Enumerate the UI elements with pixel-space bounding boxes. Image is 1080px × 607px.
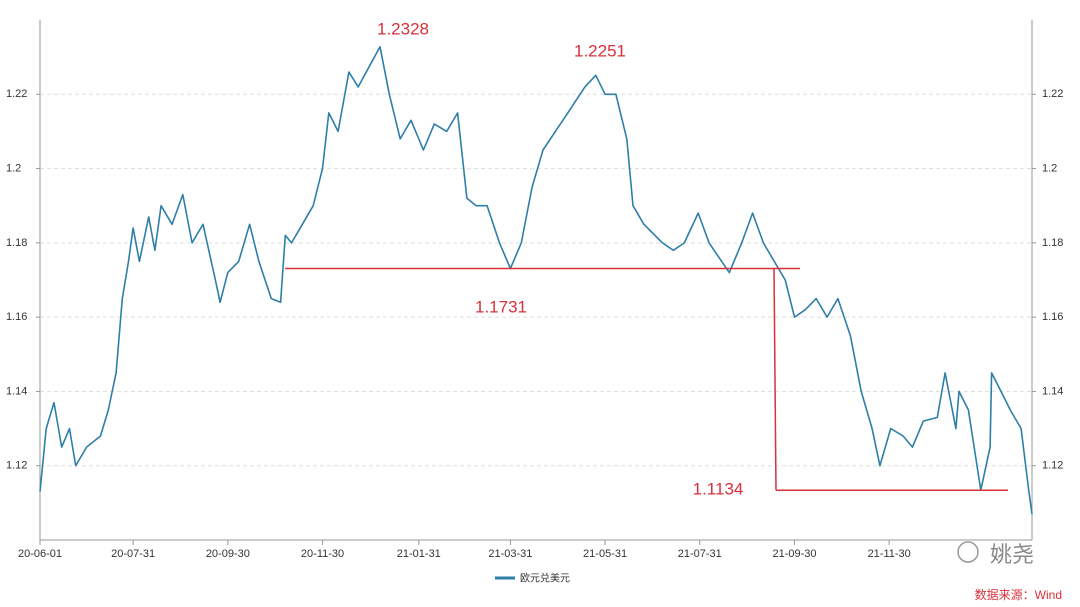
x-tick-label: 21-01-31 xyxy=(397,548,441,560)
annotation-label: 1.2328 xyxy=(377,19,429,38)
line-series xyxy=(39,45,1033,515)
watermark-icon xyxy=(957,541,979,563)
y-tick-label: 1.16 xyxy=(6,311,27,323)
drop-line xyxy=(773,268,777,491)
x-tick-label: 21-03-31 xyxy=(488,548,532,560)
source: 数据来源：Wind xyxy=(975,587,1062,602)
y-tick-label: 1.2 xyxy=(6,162,21,174)
y-tick-label: 1.12 xyxy=(6,460,27,472)
x-tick-label: 21-11-30 xyxy=(868,548,911,560)
x-tick-label: 21-07-31 xyxy=(678,548,722,560)
y-tick-label: 1.18 xyxy=(6,237,27,249)
x-tick-label: 20-07-31 xyxy=(111,548,155,560)
watermark: 姚尧 xyxy=(990,542,1034,567)
y-tick-label: 1.14 xyxy=(6,385,27,397)
y-tick-label: 1.22 xyxy=(6,88,27,100)
legend-label: 欧元兑美元 xyxy=(520,572,570,585)
y2-tick-label: 1.22 xyxy=(1042,88,1063,100)
y2-tick-label: 1.14 xyxy=(1042,385,1063,397)
x-tick-label: 21-09-30 xyxy=(772,548,816,560)
y2-tick-label: 1.16 xyxy=(1042,311,1063,323)
annotation-label: 1.1134 xyxy=(693,479,744,498)
x-tick-label: 20-06-01 xyxy=(18,548,62,560)
y2-tick-label: 1.2 xyxy=(1042,162,1057,174)
y2-tick-label: 1.18 xyxy=(1042,237,1063,249)
y2-tick-label: 1.12 xyxy=(1042,460,1063,472)
x-tick-label: 21-05-31 xyxy=(583,548,627,560)
annotation-label: 1.2251 xyxy=(574,41,626,60)
annotation-label: 1.1731 xyxy=(475,297,527,316)
x-tick-label: 20-09-30 xyxy=(206,548,250,560)
x-tick-label: 20-11-30 xyxy=(301,548,344,560)
